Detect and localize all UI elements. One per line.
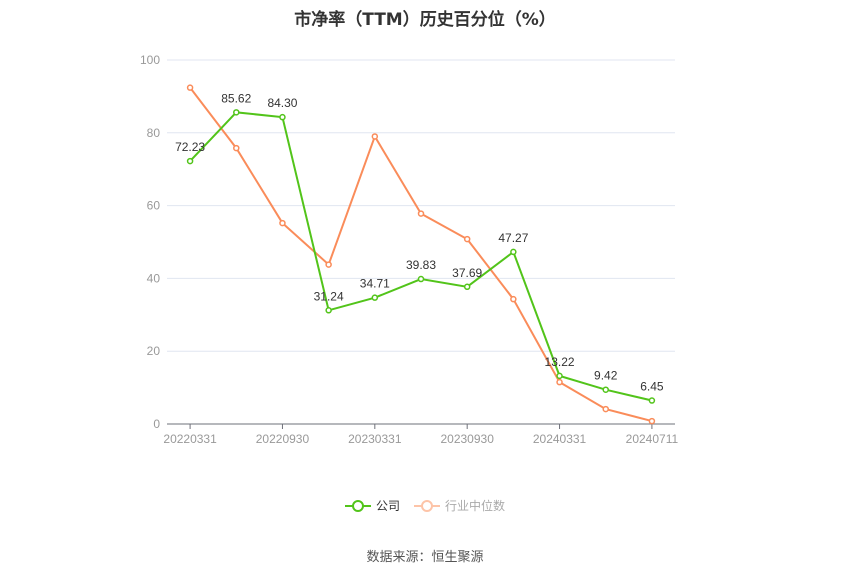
data-point <box>279 219 286 227</box>
data-label: 85.62 <box>221 91 251 105</box>
y-tick-label: 40 <box>147 271 161 285</box>
data-point <box>325 261 332 268</box>
data-label: 47.27 <box>498 231 528 245</box>
data-point <box>556 372 563 380</box>
data-point <box>279 113 286 121</box>
y-tick-label: 100 <box>140 53 160 67</box>
data-point <box>233 109 240 116</box>
data-point <box>417 210 425 217</box>
legend-item-company[interactable]: 公司 <box>344 497 400 514</box>
x-tick-label: 20240331 <box>533 432 587 446</box>
data-point <box>186 84 194 91</box>
legend: 公司 行业中位数 <box>0 497 850 514</box>
data-point <box>371 133 379 140</box>
x-tick-label: 20220331 <box>163 432 217 446</box>
data-point <box>371 294 379 301</box>
y-tick-label: 20 <box>147 344 161 358</box>
data-label: 13.22 <box>545 355 575 369</box>
data-point <box>233 144 240 152</box>
data-label: 39.83 <box>406 258 436 272</box>
legend-company-icon <box>344 499 371 512</box>
data-source: 数据来源：恒生聚源 <box>366 550 484 565</box>
data-label: 6.45 <box>640 380 664 394</box>
data-label: 34.71 <box>360 277 390 291</box>
data-point <box>510 295 517 303</box>
data-point <box>325 307 332 314</box>
y-tick-label: 60 <box>147 199 161 213</box>
data-label: 9.42 <box>594 369 618 383</box>
legend-company-label: 公司 <box>375 499 400 513</box>
x-tick-label: 20230331 <box>348 432 402 446</box>
x-tick-label: 20240711 <box>626 432 679 446</box>
data-label: 31.24 <box>314 289 344 303</box>
y-tick-label: 0 <box>153 417 160 431</box>
data-point <box>186 157 194 165</box>
x-tick-label: 20220930 <box>256 432 310 446</box>
series-line <box>189 87 653 423</box>
legend-industry-label: 行业中位数 <box>445 499 506 513</box>
data-point <box>602 405 609 413</box>
data-label: 84.30 <box>267 96 297 110</box>
data-point <box>417 275 425 283</box>
y-tick-label: 80 <box>147 126 161 140</box>
data-point <box>463 283 471 291</box>
data-label: 37.69 <box>452 266 482 280</box>
data-point <box>510 248 517 256</box>
x-tick-label: 20230930 <box>440 432 494 446</box>
data-point <box>556 378 563 386</box>
data-label: 72.23 <box>175 140 205 154</box>
legend-industry-icon <box>414 499 440 512</box>
data-point <box>648 417 656 425</box>
series-line <box>189 111 653 402</box>
data-point <box>648 397 656 404</box>
data-point <box>463 235 471 243</box>
chart-title: 市净率（TTM）历史百分位（%） <box>294 10 556 30</box>
data-point <box>602 386 609 393</box>
legend-item-industry-median[interactable]: 行业中位数 <box>414 497 505 514</box>
